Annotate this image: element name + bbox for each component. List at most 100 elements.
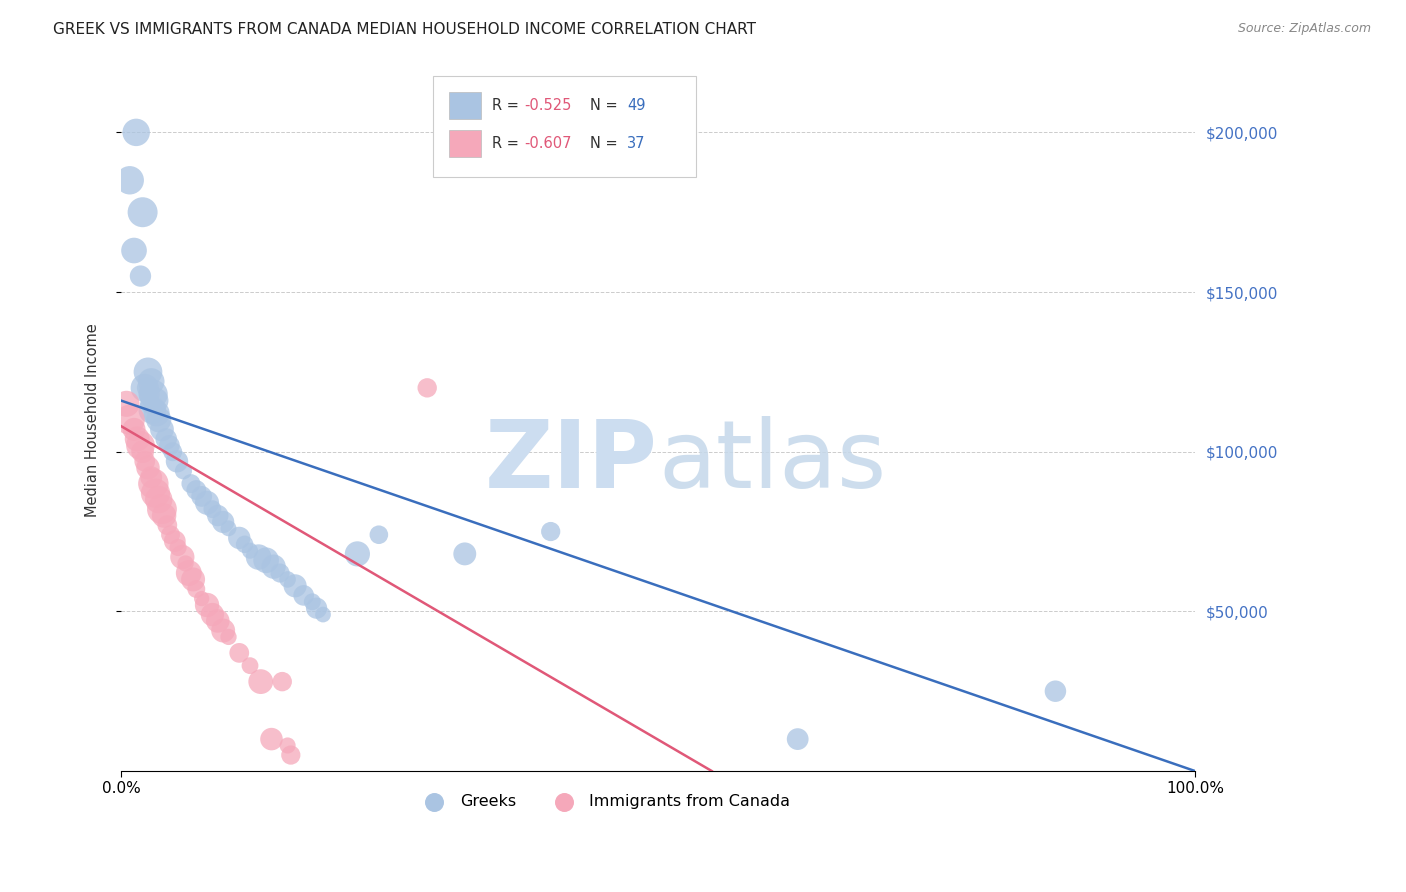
Point xyxy=(145,393,167,408)
Point xyxy=(207,614,229,628)
Point xyxy=(277,573,299,587)
Point xyxy=(142,476,165,491)
Point xyxy=(134,381,156,395)
Point xyxy=(186,582,208,596)
Point xyxy=(1045,684,1067,698)
Point xyxy=(136,365,159,379)
Point xyxy=(263,559,285,574)
Point xyxy=(156,518,179,533)
Point xyxy=(159,438,181,452)
Point xyxy=(269,566,291,580)
Point xyxy=(186,483,208,497)
Point xyxy=(148,413,170,427)
Point xyxy=(367,527,389,541)
FancyBboxPatch shape xyxy=(433,76,696,178)
Point xyxy=(195,598,218,612)
Point xyxy=(125,125,148,139)
Point xyxy=(138,387,160,401)
Point xyxy=(166,454,188,468)
Point xyxy=(150,422,173,436)
Text: N =: N = xyxy=(591,98,623,113)
Text: GREEK VS IMMIGRANTS FROM CANADA MEDIAN HOUSEHOLD INCOME CORRELATION CHART: GREEK VS IMMIGRANTS FROM CANADA MEDIAN H… xyxy=(53,22,756,37)
Point xyxy=(163,534,186,549)
Point xyxy=(786,732,808,747)
Point xyxy=(280,747,302,762)
Point xyxy=(177,566,200,580)
Point xyxy=(190,591,212,606)
Point xyxy=(218,521,240,535)
Point xyxy=(129,269,152,284)
Point xyxy=(416,381,439,395)
Point xyxy=(180,476,202,491)
Point xyxy=(254,553,277,567)
Y-axis label: Median Household Income: Median Household Income xyxy=(86,323,100,516)
FancyBboxPatch shape xyxy=(449,93,481,120)
Point xyxy=(141,470,163,484)
Point xyxy=(212,624,235,638)
Point xyxy=(346,547,368,561)
Point xyxy=(162,444,184,458)
Point xyxy=(167,541,190,555)
Point xyxy=(181,573,204,587)
Point xyxy=(207,508,229,523)
Point xyxy=(139,397,162,411)
Point xyxy=(201,502,224,516)
Text: 37: 37 xyxy=(627,136,645,151)
Point xyxy=(150,502,173,516)
Point xyxy=(172,464,194,478)
Text: R =: R = xyxy=(492,98,523,113)
Text: -0.607: -0.607 xyxy=(524,136,571,151)
Text: 49: 49 xyxy=(627,98,645,113)
Point xyxy=(195,496,218,510)
Point xyxy=(284,579,307,593)
Point xyxy=(135,381,157,395)
Point xyxy=(136,460,159,475)
Point xyxy=(260,732,283,747)
Point xyxy=(153,508,176,523)
Point xyxy=(122,422,145,436)
Point xyxy=(247,550,270,565)
Legend: Greeks, Immigrants from Canada: Greeks, Immigrants from Canada xyxy=(412,788,797,816)
Point xyxy=(239,543,262,558)
Text: R =: R = xyxy=(492,136,523,151)
Point xyxy=(141,375,163,389)
Point xyxy=(174,557,197,571)
Point xyxy=(172,550,194,565)
Point xyxy=(233,537,256,551)
Point xyxy=(301,595,323,609)
Point xyxy=(292,588,315,602)
Point xyxy=(142,387,165,401)
FancyBboxPatch shape xyxy=(449,130,481,157)
Point xyxy=(118,413,141,427)
Text: atlas: atlas xyxy=(658,416,886,508)
Point xyxy=(145,406,167,420)
Point xyxy=(540,524,562,539)
Point xyxy=(249,674,271,689)
Text: N =: N = xyxy=(591,136,623,151)
Point xyxy=(155,432,177,446)
Text: Source: ZipAtlas.com: Source: ZipAtlas.com xyxy=(1237,22,1371,36)
Point xyxy=(159,527,181,541)
Point xyxy=(271,674,294,689)
Point xyxy=(212,515,235,529)
Point xyxy=(131,205,153,219)
Point xyxy=(134,454,156,468)
Point xyxy=(312,607,335,622)
Point xyxy=(118,173,141,187)
Point xyxy=(228,531,250,545)
Text: -0.525: -0.525 xyxy=(524,98,571,113)
Text: ZIP: ZIP xyxy=(485,416,658,508)
Point xyxy=(305,601,328,615)
Point xyxy=(145,486,167,500)
Point xyxy=(131,444,153,458)
Point xyxy=(190,490,212,504)
Point xyxy=(148,492,170,507)
Point xyxy=(122,244,145,258)
Point xyxy=(201,607,224,622)
Point xyxy=(228,646,250,660)
Point xyxy=(115,397,138,411)
Point xyxy=(454,547,477,561)
Point xyxy=(127,432,149,446)
Point xyxy=(218,630,240,644)
Point xyxy=(239,658,262,673)
